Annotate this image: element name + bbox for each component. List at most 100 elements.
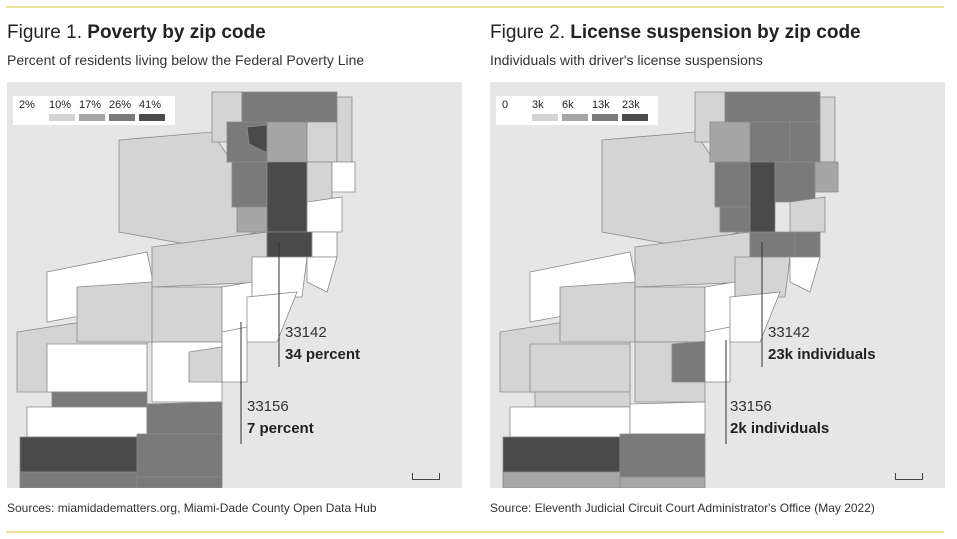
legend: 0 3k 6k 13k 23k [496,96,658,125]
zip-area [311,231,338,258]
legend-label: 41% [139,99,162,111]
zip-area [729,291,781,343]
zip-area [26,406,148,438]
legend-swatch [622,114,648,121]
callout-33142: 33142 23k individuals [768,322,876,366]
callout-zip: 33156 [730,398,772,415]
zip-area [704,326,731,383]
legend-swatches [502,114,652,121]
zip-area [774,161,816,203]
legend-swatch [139,114,165,121]
zip-area [749,121,791,163]
zip-area [231,161,268,208]
figure-heading: Poverty by zip code [87,22,266,43]
legend-swatch [79,114,105,121]
zip-area [266,161,308,233]
legend-swatch [562,114,588,121]
zip-area [749,161,776,233]
zip-area [46,343,148,393]
legend-label: 2% [19,99,35,111]
legend-swatch [109,114,135,121]
figure-title: Figure 2. License suspension by zip code [490,22,861,44]
figure-number: Figure 2. [490,22,565,43]
callout-value: 7 percent [247,420,314,437]
zip-area [19,436,138,473]
zip-area [331,161,356,193]
figure-subtitle: Percent of residents living below the Fe… [7,52,365,68]
zip-area [51,391,148,408]
zip-area [306,161,333,203]
zip-area [789,196,826,233]
zip-area [789,256,821,293]
callout-value: 2k individuals [730,420,830,437]
figure-title: Figure 1. Poverty by zip code [7,22,266,44]
map-canvas [16,91,356,488]
callout-zip: 33142 [768,324,810,341]
bottom-rule [6,531,944,533]
figure-source: Source: Eleventh Judicial Circuit Court … [490,501,875,515]
zip-area [151,286,223,343]
callout-33156: 33156 2k individuals [730,396,829,440]
zip-area [719,206,751,233]
callout-zip: 33142 [285,324,327,341]
zip-area [266,121,308,163]
legend-label: 0 [502,99,509,111]
zip-area [136,476,223,488]
zip-area [559,281,636,343]
zip-area [246,291,298,343]
scale-bar [412,473,440,480]
figure-number: Figure 1. [7,22,82,43]
zip-area [188,346,223,383]
legend-label: 3k [532,99,544,111]
zip-area [306,196,343,233]
callout-zip: 33156 [247,398,289,415]
zip-area [241,91,338,123]
zip-area [266,231,313,258]
legend-label: 26% [109,99,132,111]
legend-swatch [19,114,45,121]
zip-area [794,231,821,258]
legend-label: 10% [49,99,72,111]
legend-label: 6k [562,99,574,111]
figure-license-suspension: Figure 2. License suspension by zip code… [490,0,945,539]
license-map: 0 3k 6k 13k 23k 33142 23k individuals 33… [490,82,945,488]
zip-area [819,96,836,163]
legend-label: 17% [79,99,102,111]
zip-area [724,91,821,123]
legend-labels: 0 3k 6k 13k 23k [502,99,652,111]
figure-source: Sources: miamidadematters.org, Miami-Dad… [7,501,377,515]
zip-area [749,231,796,258]
poverty-map: 2% 10% 17% 26% 41% 33142 34 percent 3315… [7,82,462,488]
zip-area [76,281,153,343]
zip-area [619,433,706,478]
zip-area [714,161,751,208]
zip-area [814,161,839,193]
zip-area [709,121,751,163]
zip-area [336,96,353,163]
figure-heading: License suspension by zip code [570,22,861,43]
zip-area [236,206,268,233]
zip-area [509,406,631,438]
figure-poverty: Figure 1. Poverty by zip code Percent of… [7,0,462,539]
zip-area [19,471,138,488]
callout-33142: 33142 34 percent [285,322,360,366]
zip-area [619,476,706,488]
legend-labels: 2% 10% 17% 26% 41% [19,99,169,111]
legend-swatch [592,114,618,121]
callout-value: 34 percent [285,346,361,363]
zip-area [502,471,621,488]
legend-swatch [532,114,558,121]
zip-area [502,436,621,473]
zip-area [629,401,706,435]
zip-area [306,121,338,163]
top-rule [6,6,944,8]
callout-value: 23k individuals [768,346,876,363]
legend-swatch [49,114,75,121]
figure-subtitle: Individuals with driver's license suspen… [490,52,763,68]
legend-swatches [19,114,169,121]
zip-area [306,256,338,293]
legend-label: 23k [622,99,640,111]
scale-bar [895,473,923,480]
zip-area [529,343,631,393]
map-canvas [499,91,839,488]
